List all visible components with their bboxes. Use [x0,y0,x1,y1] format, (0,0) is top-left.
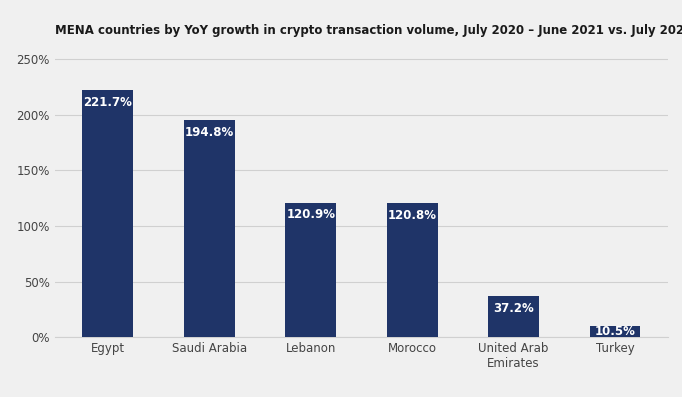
Text: 10.5%: 10.5% [595,325,636,338]
Bar [387,203,438,337]
Text: 120.8%: 120.8% [387,208,436,222]
Text: 37.2%: 37.2% [493,302,534,315]
Text: 120.9%: 120.9% [286,208,336,222]
Text: MENA countries by YoY growth in crypto transaction volume, July 2020 – June 2021: MENA countries by YoY growth in crypto t… [55,24,682,37]
Bar [285,203,336,337]
Bar [184,120,235,337]
Text: 221.7%: 221.7% [83,96,132,109]
Bar [83,91,133,337]
Bar [488,296,539,337]
Bar [590,326,640,337]
Text: 194.8%: 194.8% [185,126,234,139]
